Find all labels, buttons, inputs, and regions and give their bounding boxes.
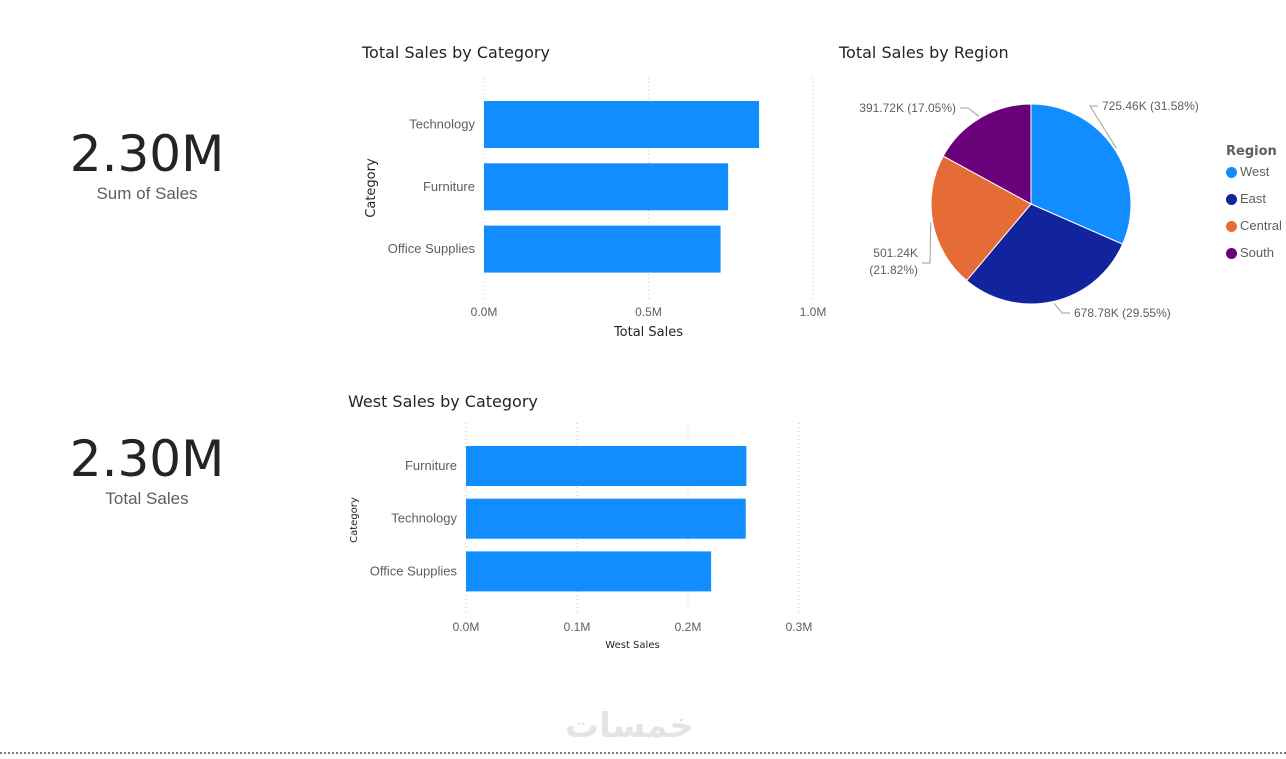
category-label: Technology [409,117,475,132]
watermark-logo: خمسات [565,706,694,746]
leader-line [1053,303,1070,314]
x-tick-label: 1.0M [800,305,827,319]
chart-title-category: Total Sales by Category [362,43,550,62]
kpi-value: 2.30M [69,430,225,488]
legend-dot [1226,167,1237,178]
pie-data-label: 391.72K (17.05%) [859,101,956,115]
category-label: Office Supplies [370,563,458,578]
bar[interactable] [484,225,721,273]
legend-item-east[interactable]: East [1226,192,1282,219]
leader-line [1089,105,1117,149]
legend-item-south[interactable]: South [1226,246,1282,273]
bar[interactable] [484,101,760,148]
kpi-label: Total Sales [105,489,189,508]
legend-label: East [1240,191,1267,206]
pie-data-label: 725.46K (31.58%) [1102,99,1199,113]
pie-data-label: 678.78K (29.55%) [1074,306,1171,320]
x-tick-label: 0.2M [675,620,702,634]
legend-label: Central [1240,218,1282,233]
bar[interactable] [484,163,729,211]
category-label: Furniture [423,179,475,194]
bar[interactable] [466,551,712,592]
legend-dot [1226,248,1237,259]
legend-label: West [1240,164,1270,179]
kpi-card-sum-of-sales[interactable]: 2.30M Sum of Sales [46,126,248,204]
leader-line [922,222,932,264]
chart-title-region: Total Sales by Region [839,43,1009,62]
chart-title-west: West Sales by Category [348,392,538,411]
pie-slice[interactable] [1030,103,1132,245]
x-tick-label: 0.5M [635,305,662,319]
pie-slice[interactable] [930,155,1032,282]
bar[interactable] [466,446,747,486]
legend-label: South [1240,245,1274,260]
legend-dot [1226,194,1237,205]
bar[interactable] [466,498,746,539]
legend-item-central[interactable]: Central [1226,219,1282,246]
pie-slice[interactable] [965,203,1124,305]
legend-item-west[interactable]: West [1226,165,1282,192]
pie-data-label: 501.24K [873,246,918,260]
x-tick-label: 0.1M [564,620,591,634]
y-axis-title: Category [349,497,360,543]
kpi-value: 2.30M [69,125,225,183]
x-tick-label: 0.0M [453,620,480,634]
legend-title: Region [1226,144,1277,159]
page-divider [0,752,1286,754]
x-tick-label: 0.0M [471,305,498,319]
pie-slice[interactable] [942,103,1032,205]
leader-line [960,107,980,117]
legend-dot [1226,221,1237,232]
x-axis-title: Total Sales [613,325,683,340]
y-axis-title: Category [364,158,379,218]
region-legend: Region West East Central South [1226,144,1282,273]
x-tick-label: 0.3M [786,620,813,634]
category-label: Office Supplies [388,241,476,256]
category-label: Furniture [405,458,457,473]
category-label: Technology [391,511,457,526]
kpi-label: Sum of Sales [96,184,198,203]
pie-data-label: (21.82%) [869,263,918,277]
kpi-card-total-sales[interactable]: 2.30M Total Sales [46,431,248,509]
x-axis-title: West Sales [605,640,659,651]
